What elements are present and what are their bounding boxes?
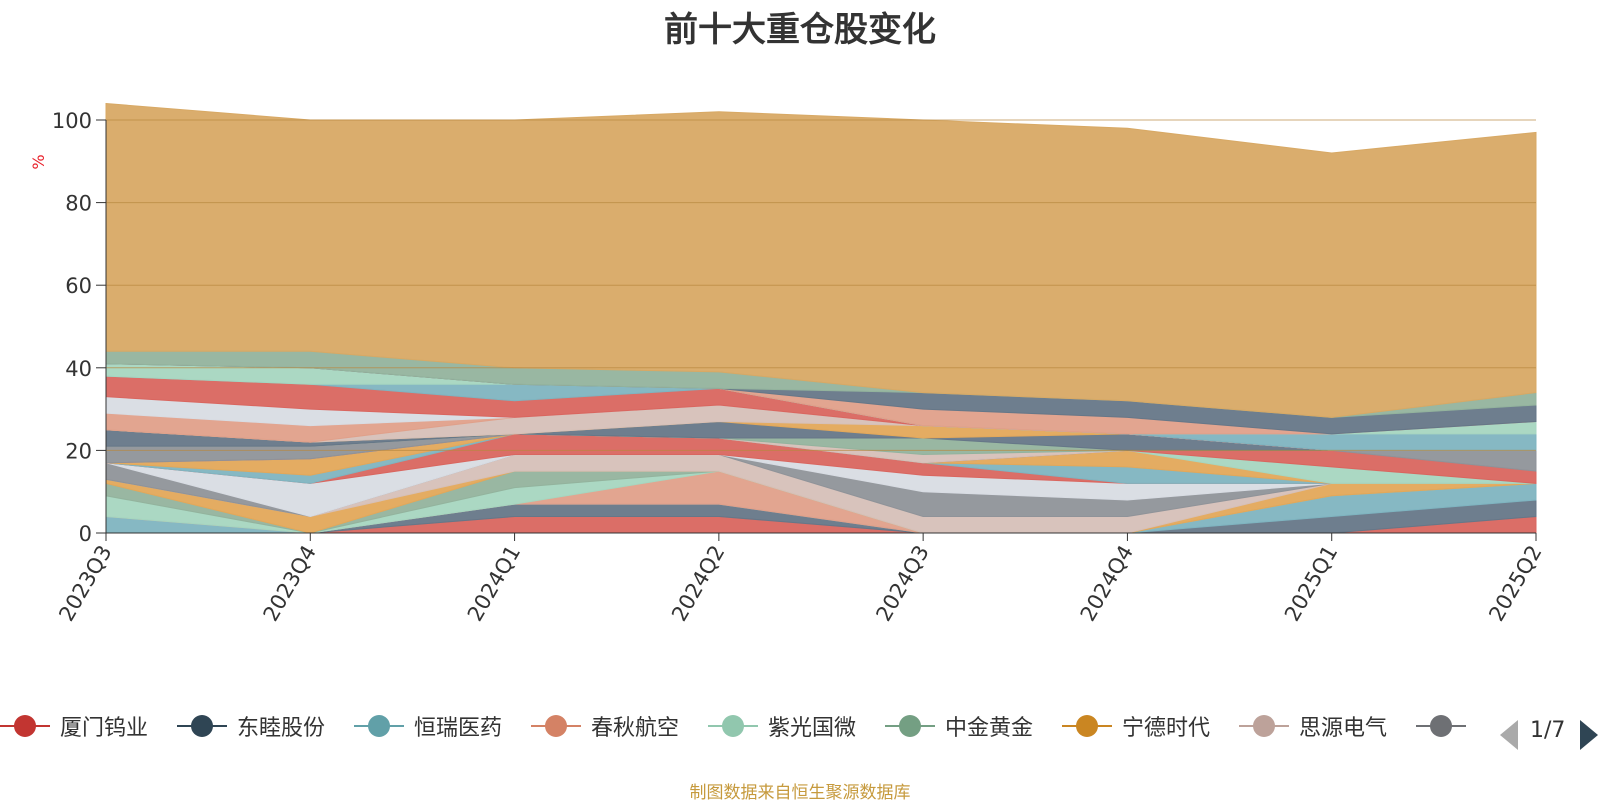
legend-marker-icon — [531, 706, 581, 746]
legend-prev-arrow-icon[interactable] — [1500, 720, 1518, 750]
area-series-29[interactable] — [105, 102, 1537, 418]
legend-item[interactable]: 春秋航空 — [531, 706, 679, 746]
x-ticks: 2023Q3 2023Q4 2024Q1 2024Q2 2024Q3 2024Q4 2025… — [54, 533, 1547, 625]
y-tick-label: 20 — [65, 439, 92, 463]
y-tick-label: 0 — [79, 522, 92, 546]
legend-pager: 1/7 — [1500, 718, 1600, 754]
legend-marker-icon — [0, 706, 50, 746]
legend-item[interactable]: 宁德时代 — [1062, 706, 1210, 746]
legend-label: 恒瑞医药 — [414, 716, 503, 741]
legend-item[interactable]: 中金黄金 — [885, 706, 1033, 746]
x-tick-label: 2025Q1 — [1280, 541, 1342, 625]
legend-label: 东睦股份 — [237, 716, 326, 741]
area-series-group — [105, 102, 1537, 534]
legend-marker-icon — [1239, 706, 1289, 746]
chart-title: 前十大重仓股变化 — [664, 10, 936, 50]
y-axis-label: % — [29, 154, 48, 169]
x-tick-label: 2024Q2 — [667, 541, 729, 625]
legend-item[interactable]: 东睦股份 — [177, 706, 325, 746]
legend: 厦门钨业 东睦股份 恒瑞医药 春秋航空 紫光国微 中金黄金 宁德时代 思源电气 〉 — [0, 706, 1468, 746]
legend-item[interactable]: 恒瑞医药 — [354, 706, 502, 746]
source-note: 制图数据来自恒生聚源数据库 — [689, 783, 911, 803]
legend-label: 思源电气 — [1299, 716, 1388, 741]
x-tick-label: 2025Q2 — [1484, 541, 1546, 625]
legend-marker-icon — [1062, 706, 1112, 746]
legend-item[interactable]: 紫光国微 — [708, 706, 856, 746]
y-ticks: 0 20 40 60 80 100 — [52, 109, 106, 546]
legend-label: 中金黄金 — [945, 716, 1034, 741]
legend-label: 春秋航空 — [591, 716, 680, 741]
legend-marker-icon — [177, 706, 227, 746]
legend-item[interactable]: 厦门钨业 — [0, 706, 148, 746]
x-tick-label: 2024Q3 — [871, 541, 933, 625]
gridlines — [106, 119, 1536, 451]
legend-item[interactable]: 思源电气 — [1239, 706, 1387, 746]
x-tick-label: 2023Q4 — [259, 541, 321, 625]
legend-marker-icon — [354, 706, 404, 746]
legend-label: 紫光国微 — [768, 716, 857, 741]
y-tick-label: 60 — [65, 274, 92, 298]
y-tick-label: 80 — [65, 192, 92, 216]
x-tick-label: 2024Q1 — [463, 541, 525, 625]
legend-label: 厦门钨业 — [60, 716, 149, 741]
legend-marker-icon — [885, 706, 935, 746]
legend-label: 宁德时代 — [1122, 716, 1211, 741]
legend-next-arrow-icon[interactable] — [1580, 720, 1598, 750]
x-tick-label: 2023Q3 — [54, 541, 116, 625]
legend-page-indicator: 1/7 — [1530, 718, 1566, 743]
legend-item[interactable]: 〉 — [1416, 706, 1468, 746]
axes — [105, 120, 1536, 534]
y-tick-label: 40 — [65, 357, 92, 381]
x-tick-label: 2024Q4 — [1076, 541, 1138, 625]
y-tick-label: 100 — [52, 109, 92, 133]
legend-marker-icon — [708, 706, 758, 746]
legend-marker-icon — [1416, 706, 1466, 746]
